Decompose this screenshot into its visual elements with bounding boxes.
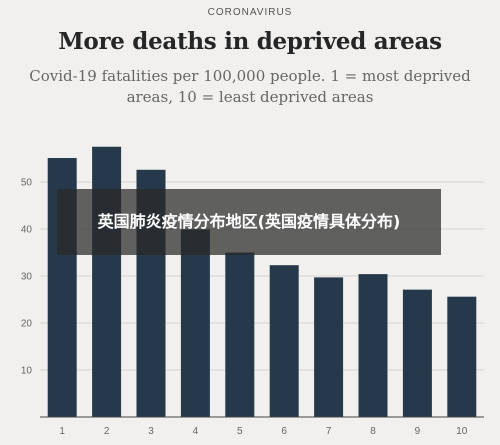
x-tick-label: 6: [281, 426, 287, 437]
bar: [92, 146, 122, 417]
y-tick-label: 10: [21, 366, 33, 377]
x-tick-label: 9: [415, 426, 421, 437]
chart-subtitle: Covid-19 fatalities per 100,000 people. …: [20, 66, 480, 108]
chart-title: More deaths in deprived areas: [58, 28, 442, 55]
y-tick-label: 20: [21, 319, 33, 330]
x-tick-label: 4: [193, 426, 199, 437]
bar: [358, 274, 388, 417]
subtitle-line-1: Covid-19 fatalities per 100,000 people. …: [29, 67, 471, 85]
y-tick-label: 50: [21, 178, 33, 189]
bar: [180, 229, 210, 417]
overlay-caption: 英国肺炎疫情分布地区(英国疫情具体分布): [97, 212, 401, 231]
bar: [402, 289, 432, 417]
x-tick-label: 7: [326, 426, 332, 437]
bar: [447, 296, 477, 417]
x-tick-label: 3: [148, 426, 154, 437]
chart-kicker: CORONAVIRUS: [207, 7, 293, 18]
bar: [225, 252, 255, 417]
x-tick-label: 2: [104, 426, 110, 437]
bar: [314, 277, 344, 417]
bar: [269, 265, 299, 417]
subtitle-line-2: areas, 10 = least deprived areas: [126, 88, 374, 106]
watermark-overlay: 英国肺炎疫情分布地区(英国疫情具体分布): [57, 189, 441, 255]
x-tick-label: 5: [237, 426, 243, 437]
x-tick-label: 1: [59, 426, 65, 437]
x-tick-label: 10: [456, 426, 468, 437]
y-tick-label: 30: [21, 272, 33, 283]
x-tick-label: 8: [370, 426, 376, 437]
y-tick-label: 40: [21, 225, 33, 236]
